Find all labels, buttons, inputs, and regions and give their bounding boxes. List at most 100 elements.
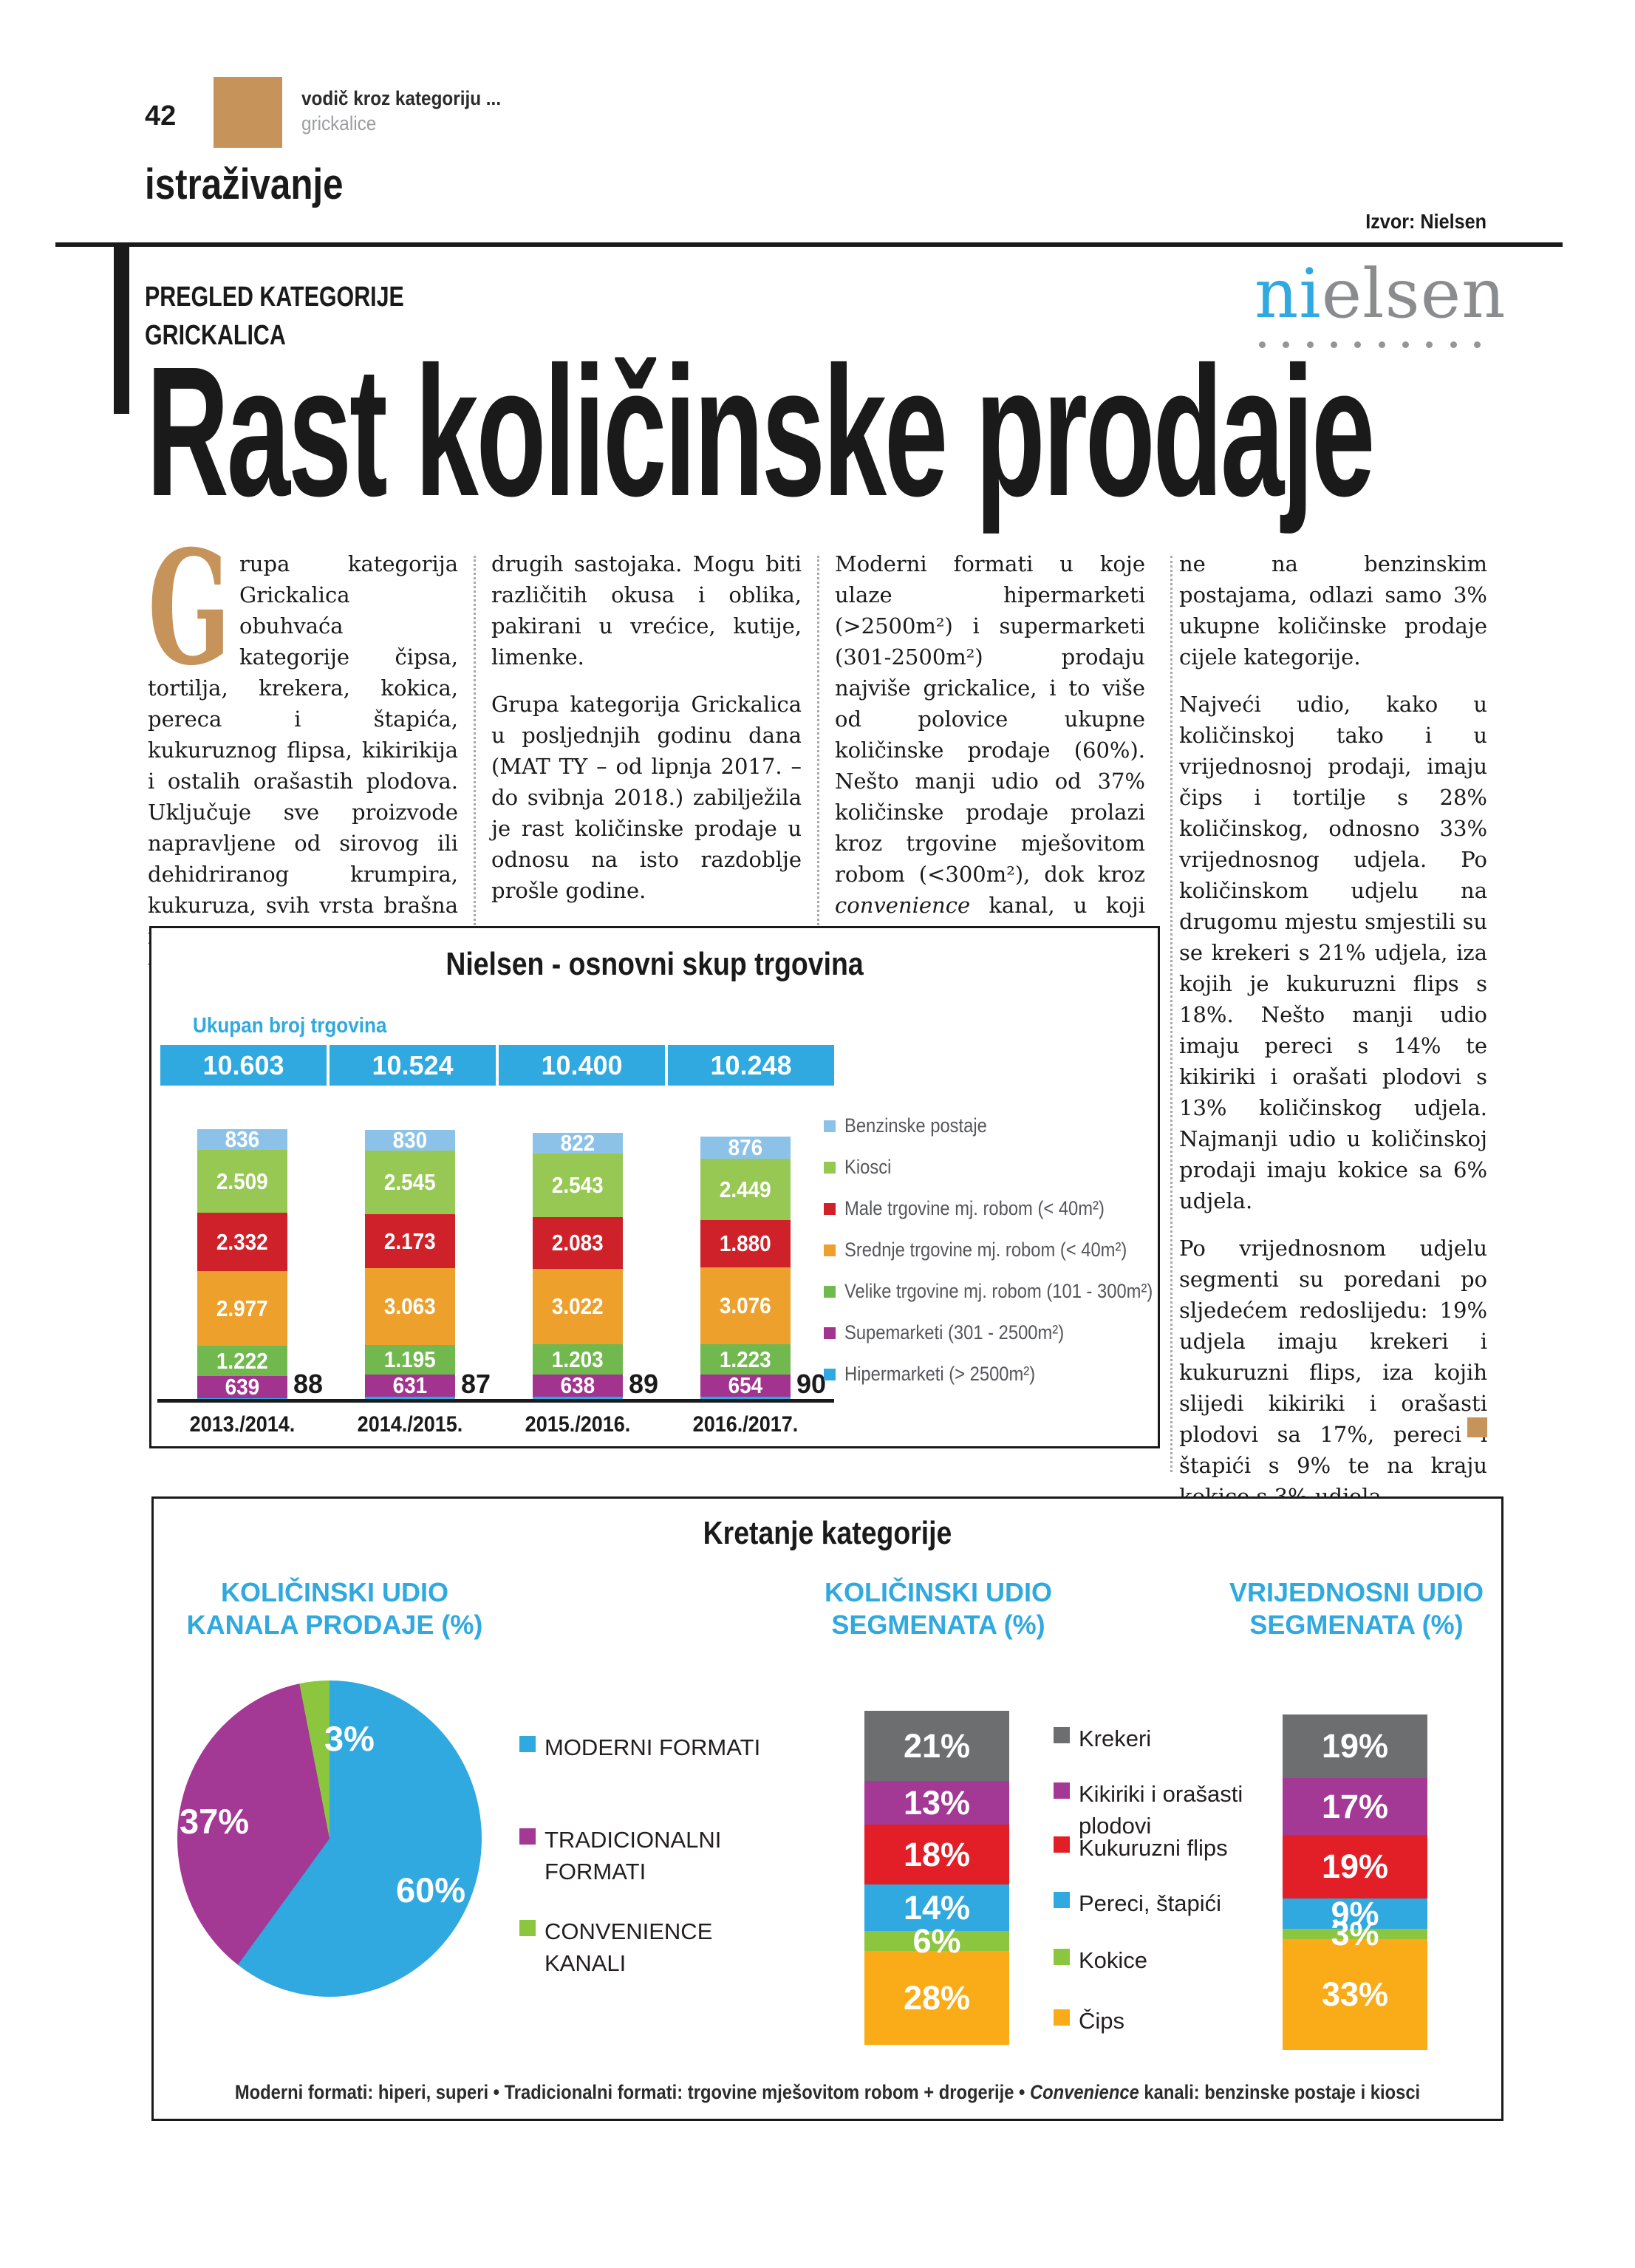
- segment-legend-krekeri: Krekeri: [1054, 1723, 1151, 1754]
- article-col4-p3: Po vrijednosnom udjelu segmenti su pored…: [1179, 1236, 1487, 1509]
- pie-legend-convenience: CONVENIENCE KANALI: [519, 1915, 712, 1979]
- article-column-3: Moderni formati u koje ulaze hipermarket…: [835, 548, 1145, 968]
- legend-swatch-blue: [519, 1736, 536, 1752]
- legend-swatch-lightgreen: [824, 1161, 836, 1174]
- channels-pie-chart: [177, 1680, 482, 1997]
- value-share-title-line1: VRIJEDNOSNI UDIO: [1229, 1577, 1484, 1607]
- chart1-x-axis: [157, 1399, 834, 1403]
- column-divider-2: [817, 556, 819, 961]
- chart1-bar-2015: 822 2.543 2.083 3.022 1.203 638: [533, 1130, 623, 1399]
- chart1-year-3: 2015./2016.: [525, 1412, 631, 1437]
- segment-legend-kikiriki: Kikiriki i orašasti plodovi: [1054, 1778, 1243, 1842]
- chart1-total-2016: 10.248: [668, 1045, 834, 1086]
- volume-share-bar: 21% 13% 18% 14% 6% 28%: [864, 1711, 1009, 2045]
- chart1-legend-kiosci: Kiosci: [824, 1156, 898, 1179]
- kicker-line2: grickalice: [301, 112, 377, 134]
- header-rule: [55, 242, 1563, 247]
- category-title-line1: PREGLED KATEGORIJE: [145, 282, 404, 313]
- category-trends-chart: Kretanje kategorije KOLIČINSKI UDIO KANA…: [151, 1496, 1503, 2121]
- chart1-ylabel: Ukupan broj trgovina: [193, 1014, 387, 1038]
- article-col4-p1: ne na benzinskim postajama, odlazi samo …: [1179, 551, 1487, 670]
- headline: Rast količinske prodaje: [146, 328, 1375, 534]
- legend-swatch-green: [519, 1920, 536, 1936]
- legend-swatch-purple: [1054, 1782, 1070, 1799]
- value-share-bar: 19% 17% 19% 9% 3% 33%: [1283, 1714, 1427, 2050]
- chart1-total-2015: 10.400: [499, 1045, 665, 1086]
- nielsen-logo: nielsen: [1255, 260, 1505, 348]
- chart1-bar-2013: 836 2.509 2.332 2.977 1.222 639: [197, 1126, 287, 1400]
- legend-swatch-red: [824, 1202, 836, 1215]
- chart1-totals-row: 10.603 10.524 10.400 10.248: [160, 1045, 834, 1086]
- chart1-legend-velike: Velike trgovine mj. robom (101 - 300m²): [824, 1280, 1195, 1303]
- chart1-hiper-2014: 87: [461, 1369, 491, 1399]
- pie-label-convenience: 3%: [324, 1719, 375, 1758]
- legend-swatch-orange: [824, 1244, 836, 1256]
- kicker-block: [214, 77, 282, 148]
- chart1-year-1: 2013./2014.: [189, 1412, 296, 1437]
- article-col3-text: Moderni formati u koje ulaze hipermarket…: [835, 551, 1145, 887]
- legend-swatch-orange: [1054, 2009, 1070, 2026]
- chart1-year-2: 2014./2015.: [357, 1412, 463, 1437]
- chart1-total-2014: 10.524: [330, 1045, 496, 1086]
- legend-swatch-blue: [1054, 1892, 1070, 1908]
- pie-title-line2: KANALA PRODAJE (%): [186, 1610, 483, 1640]
- legend-swatch-gray: [1054, 1727, 1070, 1743]
- chart1-year-4: 2016./2017.: [692, 1412, 799, 1437]
- header-tick: [114, 242, 129, 414]
- article-column-2: drugih sastojaka. Mogu biti različitih o…: [491, 548, 802, 922]
- category-title-line2: GRICKALICA: [145, 320, 286, 351]
- legend-swatch-green: [824, 1285, 836, 1298]
- chart1-hiper-2013: 88: [293, 1369, 324, 1399]
- chart1-legend-supermarketi: Supemarketi (301 - 2500m²): [824, 1321, 1094, 1344]
- chart1-title: Nielsen - osnovni skup trgovina: [446, 946, 864, 982]
- nielsen-logo-ni: ni: [1255, 254, 1322, 333]
- value-share-title-line2: SEGMENATA (%): [1249, 1610, 1464, 1640]
- drop-cap: G: [148, 516, 231, 700]
- volume-share-title-line1: KOLIČINSKI UDIO: [824, 1577, 1052, 1607]
- section-title: istraživanje: [145, 160, 344, 208]
- chart1-hiper-2015: 89: [629, 1369, 659, 1399]
- article-end-marker: [1467, 1417, 1487, 1437]
- chart1-hiper-2016: 90: [796, 1369, 827, 1399]
- nielsen-stores-chart: Nielsen - osnovni skup trgovina Ukupan b…: [149, 926, 1160, 1448]
- segment-legend-pereci: Pereci, štapići: [1054, 1887, 1221, 1919]
- column-divider-1: [474, 556, 476, 961]
- kicker-line1: vodič kroz kategoriju ...: [301, 87, 502, 109]
- legend-swatch-purple: [824, 1327, 836, 1339]
- segment-legend-flips: Kukuruzni flips: [1054, 1832, 1228, 1864]
- chart1-legend-hipermarketi: Hipermarketi (> 2500m²): [824, 1363, 1061, 1386]
- chart1-bar-2016: 876 2.449 1.880 3.076 1.223 654: [700, 1134, 791, 1399]
- legend-swatch-red: [1054, 1836, 1070, 1853]
- legend-swatch-purple: [519, 1828, 536, 1845]
- column-divider-3: [1170, 556, 1173, 1472]
- nielsen-logo-dots: [1259, 341, 1481, 348]
- chart2-title: Kretanje kategorije: [703, 1515, 952, 1551]
- pie-label-traditional: 37%: [179, 1802, 250, 1841]
- article-col3-italic: convenience: [835, 893, 971, 918]
- chart1-legend-benzinske: Benzinske postaje: [824, 1114, 1006, 1137]
- legend-swatch-green: [1054, 1949, 1070, 1965]
- article-column-4: ne na benzinskim postajama, odlazi samo …: [1179, 548, 1487, 1528]
- article-col4-p2: Najveći udio, kako u količinskoj tako i …: [1179, 692, 1487, 1213]
- pie-title-line1: KOLIČINSKI UDIO: [220, 1577, 448, 1607]
- pie-legend-tradicionalni: TRADICIONALNI FORMATI: [519, 1824, 721, 1887]
- source-label: Izvor: Nielsen: [1365, 210, 1486, 233]
- legend-swatch-lightblue: [824, 1120, 836, 1132]
- segment-legend-kokice: Kokice: [1054, 1944, 1147, 1976]
- article-col2-p1: drugih sastojaka. Mogu biti različitih o…: [491, 551, 802, 670]
- chart1-bar-2014: 830 2.545 2.173 3.063 1.195 631: [365, 1127, 455, 1399]
- chart2-footnote: Moderni formati: hiperi, superi • Tradic…: [234, 2081, 1421, 2103]
- pie-label-modern: 60%: [395, 1870, 466, 1910]
- pie-legend-moderni: MODERNI FORMATI: [519, 1731, 760, 1763]
- chart1-legend-male: Male trgovine mj. robom (< 40m²): [824, 1197, 1140, 1220]
- nielsen-logo-elsen: elsen: [1321, 254, 1506, 333]
- chart1-legend-srednje: Srednje trgovine mj. robom (< 40m²): [824, 1239, 1165, 1261]
- legend-swatch-blue: [824, 1368, 836, 1380]
- chart1-total-2013: 10.603: [160, 1045, 327, 1086]
- segment-legend-cips: Čips: [1054, 2005, 1124, 2037]
- article-col2-p2: Grupa kategorija Grickalica u posljednji…: [491, 692, 802, 903]
- page-number: 42: [145, 101, 177, 132]
- volume-share-title-line2: SEGMENATA (%): [831, 1610, 1045, 1640]
